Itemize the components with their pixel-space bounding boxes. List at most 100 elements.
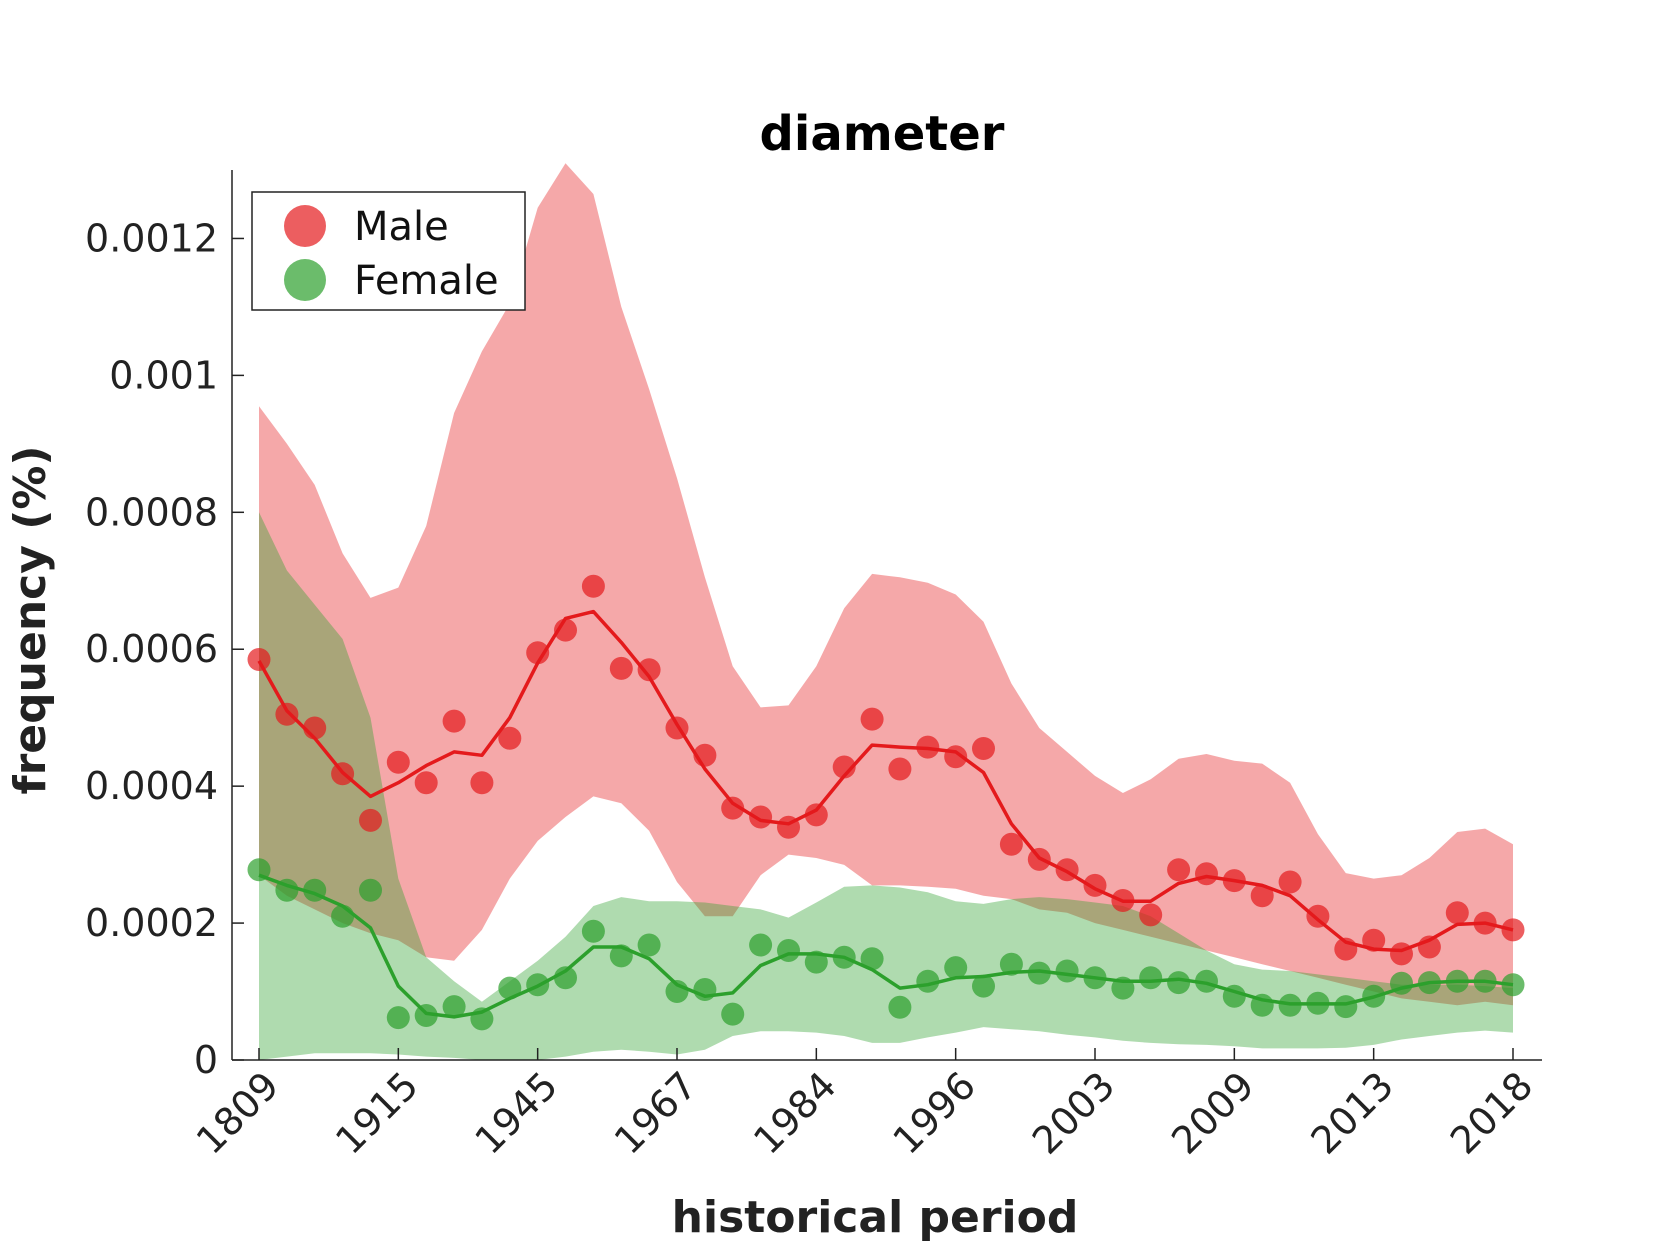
point-female [1445,969,1469,993]
legend-marker-male [284,205,326,247]
point-female [999,952,1023,976]
legend-marker-female [284,259,326,301]
point-female [916,969,940,993]
point-female [1362,984,1386,1008]
point-male [331,762,355,786]
point-female [303,878,327,902]
point-female [1083,966,1107,990]
point-male [554,618,577,642]
y-axis-label: frequency (%) [5,445,56,794]
point-male [303,716,327,740]
point-female [721,1002,745,1026]
point-female [386,1006,410,1030]
point-male [1139,903,1163,927]
legend-label-female: Female [354,258,499,304]
point-female [1250,993,1274,1017]
point-male [470,771,494,795]
point-male [498,726,522,750]
point-male [275,702,299,726]
point-male [860,707,884,731]
y-tick-label: 0.0006 [85,627,218,671]
point-female [1473,969,1497,993]
point-female [554,966,577,990]
point-female [442,995,466,1019]
point-male [1362,928,1386,952]
point-female [1222,984,1246,1008]
point-female [498,976,522,1000]
point-male [804,803,828,827]
point-female [860,947,884,971]
band-female [259,512,1513,1060]
point-male [1473,911,1497,935]
point-female [1390,971,1413,995]
point-male [526,641,550,665]
point-male [972,737,995,760]
point-female [637,933,661,957]
point-male [1083,873,1107,897]
point-female [247,858,271,882]
y-tick-label: 0.0008 [85,490,218,534]
point-male [721,796,745,820]
point-male [1417,935,1441,959]
point-female [1417,971,1441,995]
point-male [1195,862,1218,886]
point-male [944,745,968,769]
point-male [693,743,717,767]
smoothed-lines [257,609,1514,1019]
point-female [1501,973,1525,997]
point-female [1278,993,1302,1017]
point-male [1501,918,1525,942]
point-male [1222,869,1246,893]
point-male [1390,942,1413,966]
point-female [414,1004,438,1027]
point-female [1111,976,1135,1000]
point-male [1027,847,1051,871]
point-female [609,944,633,968]
y-tick-label: 0 [194,1038,218,1082]
point-male [1111,889,1135,912]
point-male [1167,858,1191,882]
point-male [414,771,438,795]
point-female [749,933,773,957]
point-female [832,945,856,969]
point-female [1139,966,1163,990]
point-female [944,956,968,980]
point-female [1306,991,1330,1015]
legend-label-male: Male [354,204,449,250]
point-male [832,755,856,779]
legend: Male Female [251,191,526,311]
point-female [359,878,382,902]
point-female [777,939,800,962]
point-male [359,808,382,832]
point-male [665,716,689,740]
point-female [972,974,995,998]
point-male [749,805,773,829]
point-female [804,950,828,974]
point-female [1055,959,1079,983]
point-female [526,973,550,997]
axes [231,170,1542,1061]
point-female [1027,961,1051,985]
band-male [259,163,1513,1006]
line-female [258,873,1514,1019]
point-female [693,978,717,1001]
x-axis-label: historical period [672,1192,1079,1243]
point-male [1334,937,1358,961]
y-tick-label: 0.0012 [85,216,218,260]
point-female [1334,995,1358,1019]
data-points [247,574,1525,1031]
chart-title: diameter [760,106,1005,162]
point-male [1055,858,1079,882]
point-male [581,574,605,598]
point-male [999,832,1023,856]
y-tick-label: 0.0002 [85,901,218,945]
point-male [386,750,410,774]
point-female [888,995,912,1019]
point-male [777,815,800,839]
y-tick-label: 0.001 [109,353,218,397]
point-female [1195,969,1218,993]
point-female [665,980,689,1003]
point-male [1250,884,1274,908]
y-tick-label: 0.0004 [85,764,218,808]
